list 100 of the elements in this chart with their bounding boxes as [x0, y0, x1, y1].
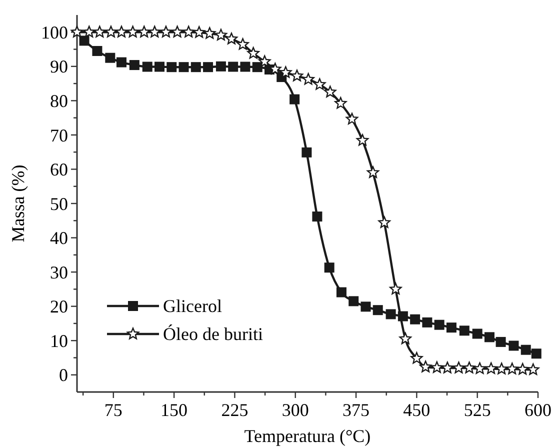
point: [190, 62, 201, 72]
x-tick-label: 300: [282, 400, 309, 420]
y-tick-label: 50: [50, 194, 68, 214]
point: [419, 360, 432, 372]
point: [116, 57, 126, 68]
x-tick-label: 75: [104, 400, 122, 420]
point: [138, 26, 150, 38]
point: [324, 262, 334, 273]
point: [154, 62, 164, 72]
point: [171, 26, 184, 38]
point: [459, 326, 470, 336]
point: [236, 38, 249, 50]
y-tick-label: 10: [50, 330, 68, 351]
y-axis-title: Massa (%): [8, 164, 28, 242]
point: [104, 26, 118, 38]
point: [474, 362, 486, 374]
point: [178, 62, 189, 72]
point: [334, 97, 347, 109]
point: [430, 361, 444, 373]
point: [252, 62, 262, 72]
point: [115, 26, 128, 38]
y-tick-label: 90: [50, 56, 68, 77]
point: [79, 36, 90, 46]
y-tick-label: 100: [41, 22, 68, 42]
point: [280, 66, 292, 78]
legend-label: Óleo de buriti: [163, 324, 263, 344]
point: [94, 26, 106, 38]
point: [314, 78, 326, 90]
x-axis-title: Temperatura (°C): [244, 426, 371, 446]
point: [105, 52, 116, 63]
y-tick-label: 60: [50, 160, 68, 180]
point: [83, 26, 96, 38]
point: [216, 61, 226, 72]
point: [441, 362, 454, 374]
point: [452, 362, 465, 374]
y-tick-label: 0: [59, 365, 68, 386]
point: [160, 26, 172, 38]
point: [258, 55, 271, 67]
x-tick-label: 225: [221, 400, 248, 420]
point: [203, 62, 214, 72]
point: [508, 340, 519, 351]
x-tick-label: 150: [160, 400, 188, 420]
point: [126, 26, 139, 38]
point: [214, 28, 228, 41]
point: [70, 26, 84, 38]
point: [422, 317, 432, 328]
point: [386, 309, 396, 320]
y-tick-label: 40: [50, 228, 68, 248]
point: [372, 305, 383, 316]
point: [527, 363, 540, 376]
point: [472, 328, 482, 339]
point: [378, 216, 390, 228]
x-tick-label: 600: [524, 400, 552, 420]
point: [346, 112, 358, 124]
point: [516, 362, 529, 375]
point: [290, 70, 304, 82]
point: [410, 314, 420, 324]
point: [463, 362, 476, 374]
point: [92, 46, 102, 56]
point: [410, 352, 423, 364]
point: [356, 134, 369, 146]
point: [148, 26, 161, 38]
point: [484, 332, 494, 342]
point: [495, 362, 508, 374]
point: [446, 322, 456, 333]
point: [366, 166, 380, 178]
x-tick-label: 375: [342, 400, 370, 420]
point: [531, 348, 542, 359]
point: [193, 26, 206, 38]
point: [269, 62, 282, 74]
y-tick-label: 70: [50, 125, 68, 146]
point: [228, 62, 238, 72]
point: [247, 46, 260, 59]
point: [399, 332, 412, 344]
point: [204, 27, 216, 39]
point: [390, 282, 402, 294]
point: [142, 62, 152, 72]
point: [290, 94, 300, 104]
point: [225, 32, 238, 44]
point: [240, 62, 250, 72]
point: [506, 362, 518, 374]
point: [312, 212, 322, 222]
point: [336, 287, 346, 298]
y-tick-label: 30: [50, 262, 68, 282]
x-tick-label: 450: [403, 400, 430, 420]
point: [324, 86, 336, 98]
point: [360, 302, 371, 312]
point: [129, 60, 140, 70]
point: [484, 362, 498, 374]
point: [434, 320, 444, 330]
point: [496, 336, 506, 347]
point: [302, 73, 314, 85]
point: [348, 296, 359, 306]
point: [520, 344, 531, 355]
x-tick-label: 525: [464, 400, 491, 420]
point: [302, 147, 312, 158]
point: [166, 62, 177, 72]
y-tick-label: 20: [50, 296, 68, 317]
point: [182, 26, 195, 38]
legend-label: Glicerol: [163, 296, 222, 316]
